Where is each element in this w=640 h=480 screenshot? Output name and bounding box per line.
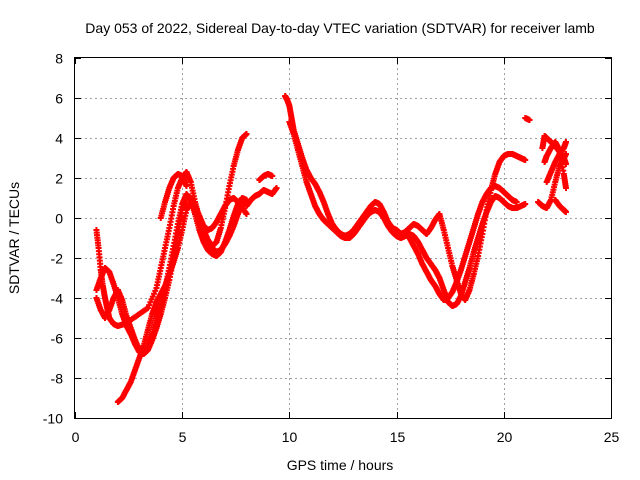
data-point bbox=[522, 157, 529, 163]
data-point bbox=[562, 139, 569, 145]
data-point bbox=[273, 185, 280, 191]
y-tick-label: -4 bbox=[51, 291, 64, 307]
y-tick-label: -8 bbox=[51, 371, 64, 387]
y-tick-label: 6 bbox=[55, 91, 63, 107]
x-tick-label: 20 bbox=[497, 429, 513, 445]
series-trace-11 bbox=[522, 115, 533, 123]
x-tick-label: 10 bbox=[282, 429, 298, 445]
x-tick-label: 0 bbox=[72, 429, 80, 445]
y-tick-label: -2 bbox=[51, 251, 64, 267]
y-axis: -10 -8 -6 -4 -2 0 2 4 6 8 bbox=[43, 51, 611, 427]
y-tick-label: -10 bbox=[43, 411, 63, 427]
y-tick-label: -6 bbox=[51, 331, 64, 347]
y-tick-label: 2 bbox=[55, 171, 63, 187]
data-points bbox=[93, 93, 569, 405]
series-trace-14 bbox=[541, 139, 569, 191]
data-point bbox=[562, 185, 569, 191]
data-point bbox=[513, 199, 520, 205]
x-tick-label: 5 bbox=[179, 429, 187, 445]
chart-title: Day 053 of 2022, Sidereal Day-to-day VTE… bbox=[85, 20, 595, 36]
x-axis-label: GPS time / hours bbox=[287, 457, 394, 473]
data-point bbox=[522, 201, 529, 207]
data-point bbox=[526, 117, 533, 123]
data-point bbox=[243, 131, 250, 137]
plot-frame bbox=[74, 57, 612, 419]
data-point bbox=[562, 209, 569, 215]
y-tick-label: 0 bbox=[55, 211, 63, 227]
series-trace-9 bbox=[286, 119, 529, 309]
series-trace-5 bbox=[157, 171, 190, 221]
y-tick-label: 4 bbox=[55, 131, 63, 147]
data-point bbox=[243, 211, 250, 217]
series-trace-15 bbox=[543, 139, 569, 185]
series-trace-6 bbox=[243, 185, 280, 209]
series-trace-10 bbox=[406, 183, 520, 303]
x-axis: 0 5 10 15 20 25 bbox=[72, 58, 620, 445]
series-trace-7 bbox=[256, 171, 276, 183]
y-axis-label: SDTVAR / TECUs bbox=[6, 182, 22, 294]
x-tick-label: 25 bbox=[604, 429, 620, 445]
data-point bbox=[183, 183, 190, 189]
y-tick-label: 8 bbox=[55, 51, 63, 67]
data-point bbox=[269, 173, 276, 179]
series-trace-16 bbox=[552, 197, 569, 215]
series-trace-4 bbox=[114, 195, 250, 405]
x-tick-label: 15 bbox=[390, 429, 406, 445]
